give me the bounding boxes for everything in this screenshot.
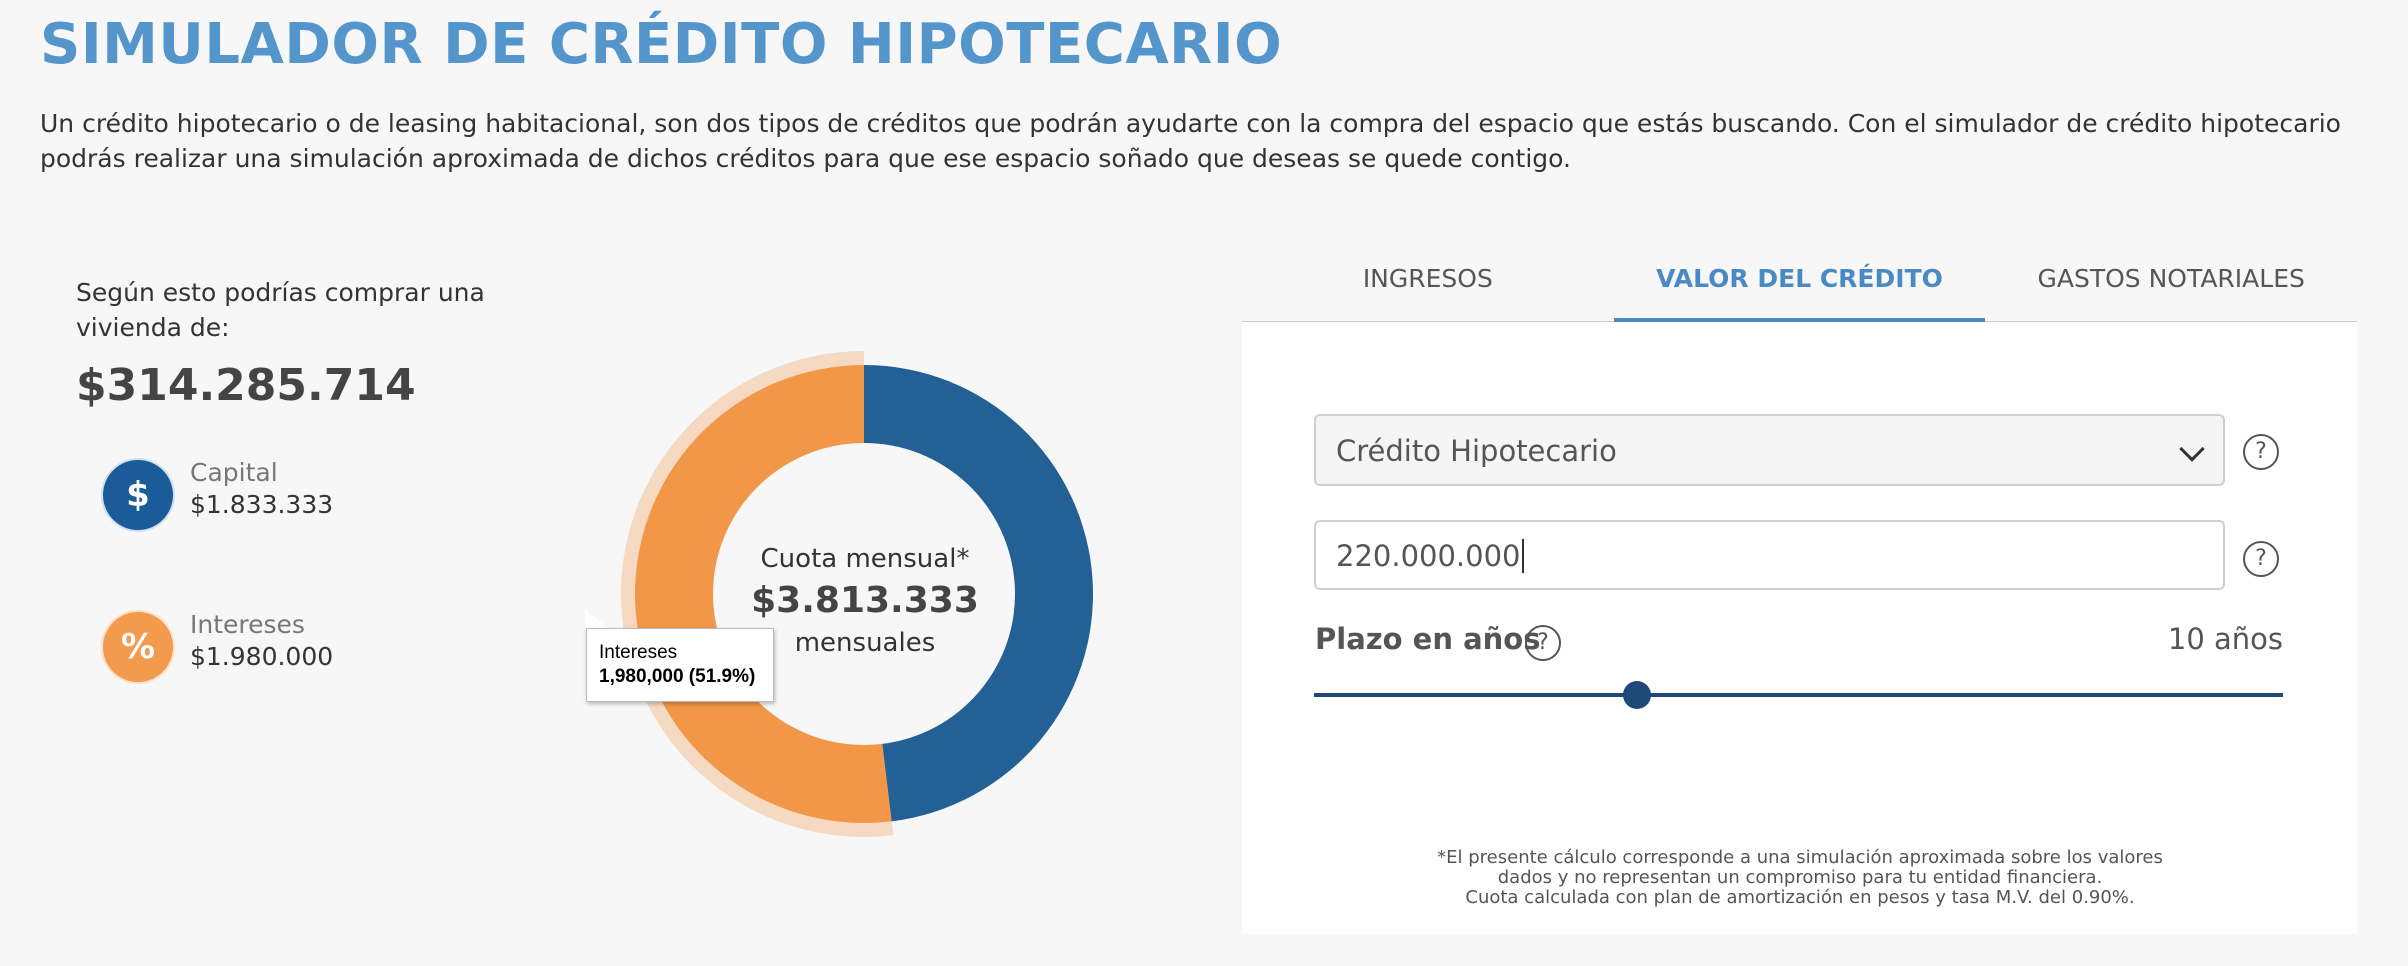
monthly-payment-value: $3.813.333 bbox=[751, 580, 979, 621]
help-icon[interactable]: ? bbox=[2243, 541, 2279, 577]
term-slider-handle[interactable] bbox=[1622, 681, 1651, 709]
tooltip-value: 1,980,000 (51.9%) bbox=[599, 666, 756, 687]
monthly-payment-unit: mensuales bbox=[794, 628, 936, 658]
purchase-value: $314.285.714 bbox=[76, 360, 416, 411]
legend-capital-label: Capital bbox=[190, 458, 278, 487]
credit-amount-input[interactable]: 220.000.000 bbox=[1314, 520, 2225, 590]
chevron-down-icon bbox=[2179, 436, 2205, 462]
slice-intereses bbox=[635, 365, 892, 823]
payment-donut-chart bbox=[621, 351, 1094, 837]
tab-gastos-notariales[interactable]: GASTOS NOTARIALES bbox=[2037, 264, 2305, 293]
slice-capital bbox=[864, 365, 1094, 822]
chart-tooltip: Intereses 1,980,000 (51.9%) bbox=[586, 628, 774, 702]
purchase-label: Según esto podrías comprar una vivienda … bbox=[76, 278, 485, 342]
legend-interest-label: Intereses bbox=[190, 610, 305, 639]
percent-icon: % bbox=[103, 612, 173, 682]
disclaimer-footnote: *El presente cálculo corresponde a una s… bbox=[1437, 847, 2163, 908]
tab-bar: INGRESOS VALOR DEL CRÉDITO GASTOS NOTARI… bbox=[1242, 250, 2357, 324]
tooltip-arrow bbox=[585, 610, 611, 630]
term-value: 10 años bbox=[2167, 622, 2283, 656]
tab-ingresos[interactable]: INGRESOS bbox=[1362, 264, 1493, 293]
legend-capital-value: $1.833.333 bbox=[190, 490, 334, 519]
intro-text: Un crédito hipotecario o de leasing habi… bbox=[40, 109, 2341, 173]
credit-type-value: Crédito Hipotecario bbox=[1336, 434, 1617, 468]
dollar-icon: $ bbox=[103, 460, 173, 530]
tooltip-label: Intereses bbox=[599, 642, 678, 663]
page-title: SIMULADOR DE CRÉDITO HIPOTECARIO bbox=[40, 12, 1283, 77]
help-icon[interactable]: ? bbox=[2243, 434, 2279, 470]
term-label: Plazo en años bbox=[1315, 622, 1541, 656]
monthly-payment-label: Cuota mensual* bbox=[760, 544, 970, 574]
term-slider-track[interactable] bbox=[1314, 693, 2283, 697]
help-icon[interactable]: ? bbox=[1525, 625, 1561, 661]
credit-type-select[interactable]: Crédito Hipotecario bbox=[1314, 414, 2225, 486]
tab-valor-credito[interactable]: VALOR DEL CRÉDITO bbox=[1613, 250, 1986, 324]
legend-interest-value: $1.980.000 bbox=[190, 642, 334, 671]
